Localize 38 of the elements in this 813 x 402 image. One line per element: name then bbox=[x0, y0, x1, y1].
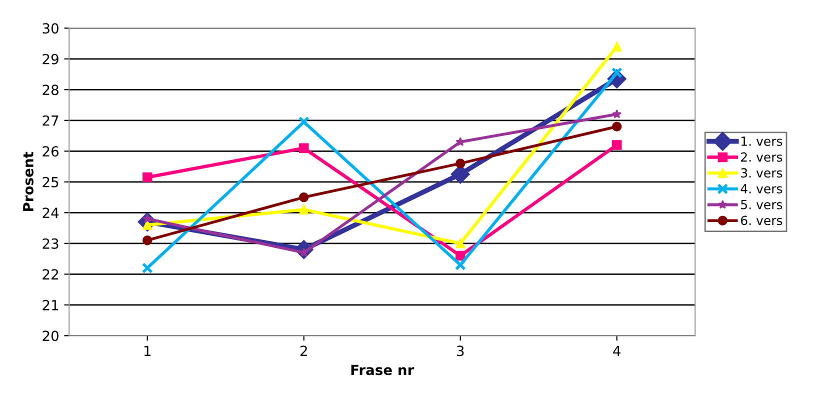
legend-label: 2. vers bbox=[741, 152, 782, 162]
point bbox=[142, 262, 153, 274]
y-tick-label: 26 bbox=[42, 146, 59, 157]
point bbox=[611, 67, 622, 78]
x-axis-title: Frase nr bbox=[351, 364, 414, 376]
legend-label: 5. vers bbox=[741, 200, 782, 210]
point bbox=[456, 158, 466, 168]
point bbox=[298, 192, 309, 202]
point bbox=[298, 116, 310, 128]
point bbox=[456, 238, 466, 248]
legend-label: 6. vers bbox=[741, 216, 782, 226]
point bbox=[612, 140, 622, 150]
y-axis-title: Prosent bbox=[23, 152, 34, 212]
point bbox=[298, 204, 309, 214]
point bbox=[612, 42, 622, 52]
y-tick-label: 30 bbox=[42, 23, 58, 34]
y-tick-label: 29 bbox=[42, 54, 58, 64]
point bbox=[612, 122, 622, 132]
y-tick-label: 24 bbox=[42, 208, 59, 218]
x-tick-label: 1 bbox=[144, 346, 150, 356]
point bbox=[142, 172, 152, 182]
point bbox=[612, 109, 622, 118]
legend-label: 4. vers bbox=[740, 184, 782, 194]
x-tick-label: 2 bbox=[300, 346, 307, 356]
point bbox=[454, 259, 466, 270]
legend-label: 1. vers bbox=[742, 136, 782, 146]
y-tick-label: 22 bbox=[42, 269, 58, 280]
point bbox=[142, 235, 152, 246]
y-tick-label: 28 bbox=[42, 84, 58, 96]
legend-label: 3. vers bbox=[741, 168, 782, 178]
x-tick-label: 3 bbox=[457, 346, 464, 356]
x-tick-label: 4 bbox=[613, 346, 621, 356]
y-tick-label: 25 bbox=[42, 176, 58, 188]
y-tick-label: 27 bbox=[42, 115, 58, 126]
y-tick-label: 21 bbox=[42, 300, 58, 310]
y-tick-label: 20 bbox=[42, 330, 58, 342]
y-tick-label: 23 bbox=[42, 238, 58, 249]
point bbox=[298, 143, 309, 153]
